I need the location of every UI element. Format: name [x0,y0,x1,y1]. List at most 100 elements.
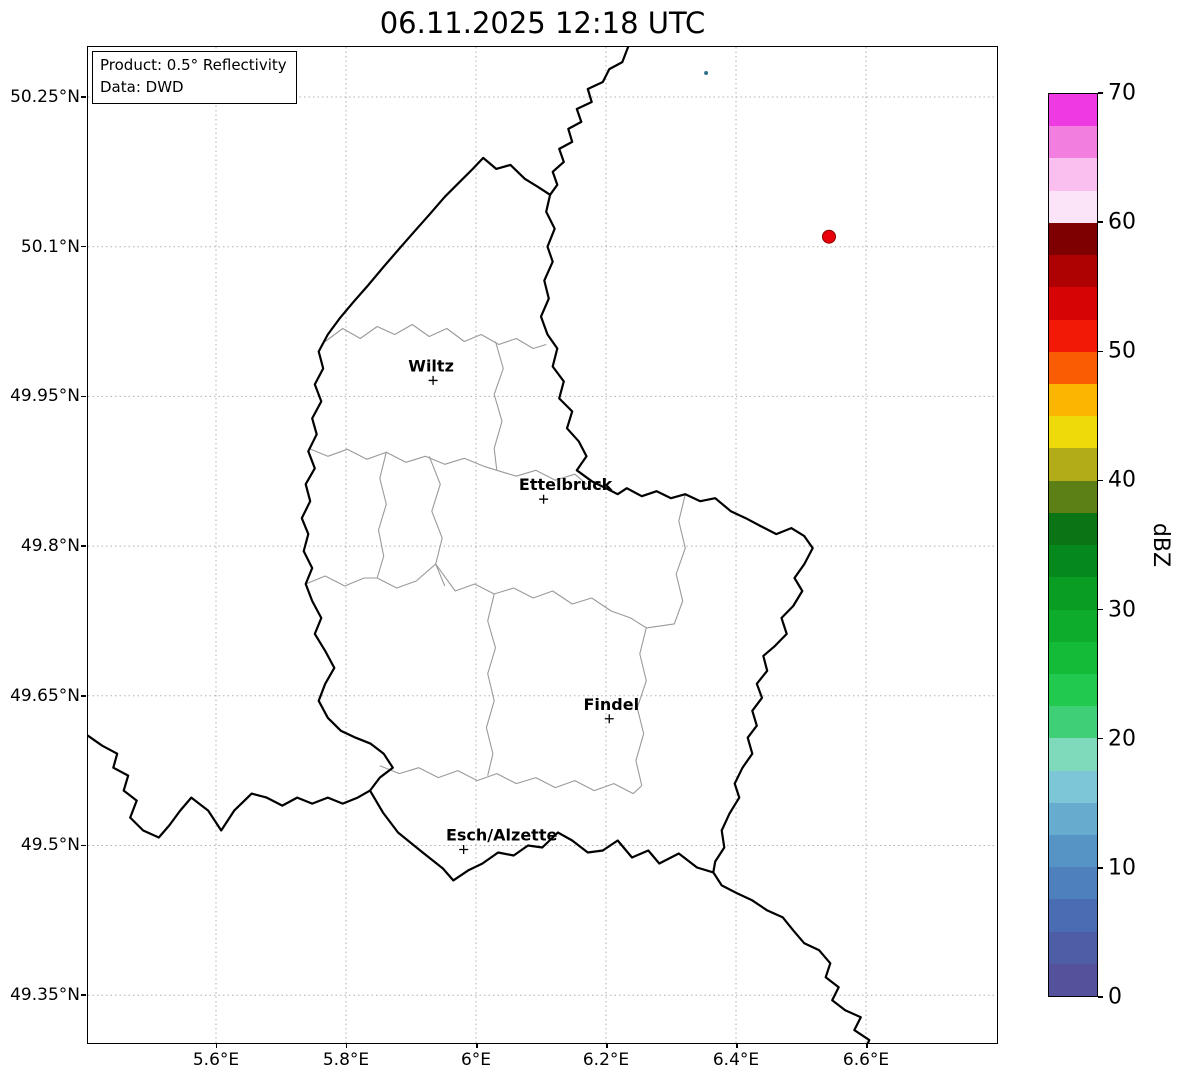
x-tick-label: 6.2°E [582,1050,630,1070]
colorbar-tick-label: 0 [1108,984,1122,1010]
x-tick-mark [476,1043,478,1048]
x-tick-label: 6.6°E [842,1050,890,1070]
colorbar-segment [1049,899,1097,932]
colorbar-segment [1049,931,1097,964]
colorbar [1048,93,1098,997]
y-tick-mark [81,844,86,847]
city-marker [428,375,438,385]
colorbar-tick-label: 10 [1108,855,1136,881]
district-border [493,341,504,471]
colorbar-segment [1049,609,1097,642]
y-tick-label: 49.65°N [10,685,80,706]
district-border [496,469,587,485]
colorbar-tick-label: 40 [1108,467,1136,493]
colorbar-segment [1049,706,1097,739]
colorbar-tick-mark [1098,867,1103,869]
x-tick-label: 6.4°E [712,1050,760,1070]
x-tick-label: 6°E [460,1050,492,1070]
y-tick-mark [81,695,86,697]
y-tick-mark [81,245,86,248]
colorbar-segment [1049,416,1097,449]
colorbar-segment [1049,448,1097,481]
neighbor-country-border [88,734,372,839]
y-tick-label: 49.5°N [20,835,80,856]
colorbar-tick-mark [1098,479,1103,482]
colorbar-segment [1049,480,1097,513]
colorbar-tick-label: 60 [1108,209,1136,235]
colorbar-tick-mark [1098,737,1103,740]
product-info-box: Product: 0.5° Reflectivity Data: DWD [92,51,297,104]
radar-echo-dot [822,229,836,244]
y-tick-label: 49.95°N [10,386,80,407]
colorbar-tick-label: 30 [1108,597,1136,623]
colorbar-segment [1049,255,1097,288]
x-tick-mark [736,1043,738,1048]
luxembourg-border [300,156,814,882]
district-border [308,447,497,471]
x-tick-mark [215,1043,218,1048]
colorbar-segment [1049,802,1097,836]
colorbar-tick-mark [1098,221,1103,223]
x-tick-mark [866,1043,868,1048]
colorbar-segment [1049,835,1097,868]
radar-echo-dot [704,71,709,75]
colorbar-tick-mark [1098,92,1103,94]
colorbar-tick-label: 20 [1108,726,1136,752]
map-plot: Wiltz Ettelbruck Findel Esch/Alzette Produc… [87,46,998,1044]
figure-title: 06.11.2025 12:18 UTC [379,6,706,40]
colorbar-tick-label: 70 [1108,80,1136,106]
y-tick-mark [81,545,86,547]
colorbar-label: dBZ [1148,522,1173,568]
map-canvas: Wiltz Ettelbruck Findel Esch/Alzette [88,47,997,1043]
x-tick-label: 5.8°E [322,1050,370,1070]
colorbar-segment [1049,126,1097,159]
colorbar-segment [1049,512,1097,546]
district-border [376,452,387,579]
colorbar-segment [1049,577,1097,610]
colorbar-segment [1049,641,1097,674]
city-label: Wiltz [408,356,454,375]
district-border [379,765,643,795]
colorbar-tick-mark [1098,350,1103,353]
colorbar-segment [1049,867,1097,900]
colorbar-segment [1049,383,1097,417]
district-border [428,456,446,587]
colorbar-segment [1049,351,1097,384]
colorbar-segment [1049,287,1097,320]
y-tick-label: 49.35°N [10,985,80,1006]
y-tick-label: 50.1°N [20,236,80,257]
district-border [646,494,686,629]
y-tick-mark [81,96,86,98]
city-label: Esch/Alzette [446,825,558,844]
x-tick-mark [606,1043,608,1048]
district-border [324,323,547,350]
colorbar-segment [1049,545,1097,578]
city-marker [604,714,614,724]
city-marker [539,494,549,504]
colorbar-segment [1049,158,1097,191]
x-tick-label: 5.6°E [192,1050,240,1070]
y-tick-label: 49.8°N [20,536,80,557]
district-border [635,627,647,786]
data-source-line: Data: DWD [100,77,184,96]
product-line: Product: 0.5° Reflectivity [100,56,287,74]
district-border [485,593,497,776]
colorbar-tick-mark [1098,996,1103,998]
y-tick-mark [81,395,86,398]
colorbar-segment [1049,963,1097,997]
city-label: Ettelbruck [519,475,613,494]
colorbar-tick-label: 50 [1108,338,1136,364]
city-label: Findel [583,695,639,714]
neighbor-country-border [549,47,630,196]
colorbar-segment [1049,738,1097,771]
colorbar-segment [1049,222,1097,256]
neighbor-country-border [712,871,871,1043]
colorbar-tick-mark [1098,608,1103,611]
colorbar-segment [1049,190,1097,223]
colorbar-segment [1049,770,1097,803]
city-marker [459,844,469,854]
y-tick-label: 50.25°N [10,86,80,107]
district-border [305,563,647,629]
colorbar-segment [1049,319,1097,352]
